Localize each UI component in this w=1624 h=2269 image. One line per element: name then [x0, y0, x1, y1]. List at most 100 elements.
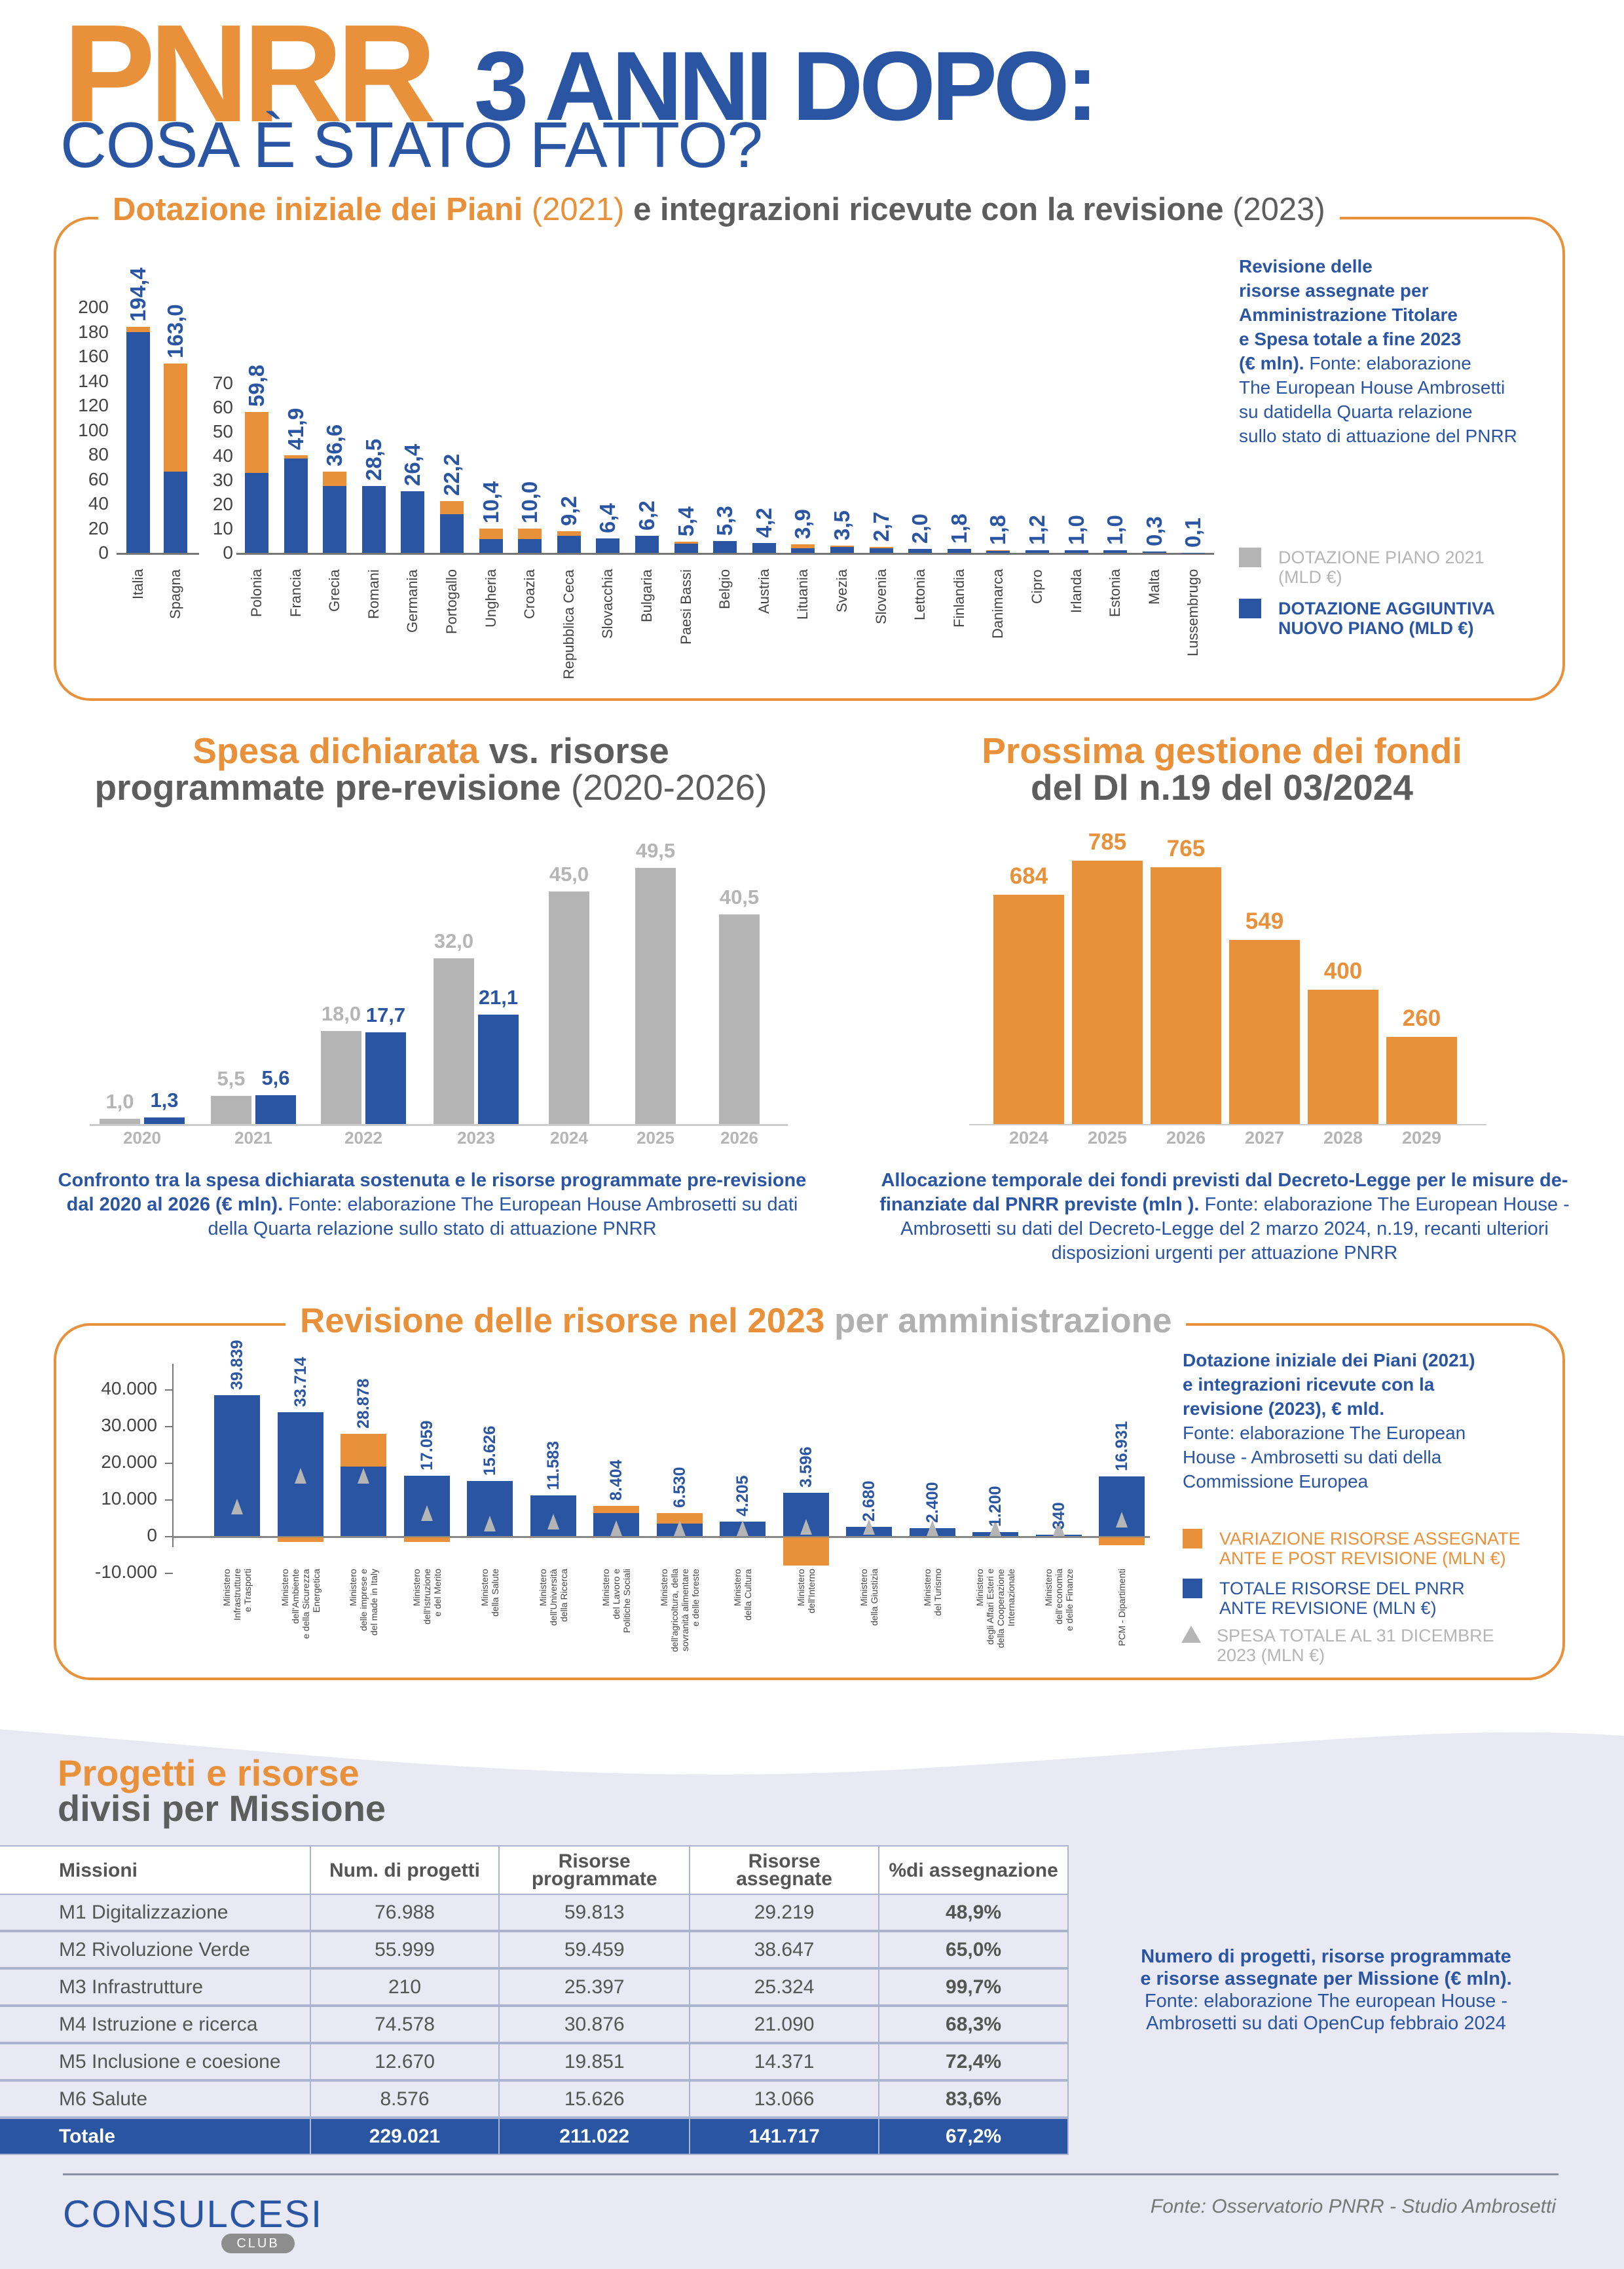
table-cell: 55.999: [309, 1930, 500, 1970]
title-main: 3 ANNI DOPO:: [474, 31, 1099, 141]
bar-label-dichiarata: 21,1: [478, 986, 519, 1009]
bar-base: [245, 472, 268, 553]
spesa-marker: [863, 1518, 875, 1535]
bar-label-programmate: 32,0: [434, 929, 474, 953]
y-tick-label: 40: [88, 493, 109, 514]
bar-base: [1142, 552, 1166, 553]
heading-part: Revisione delle risorse nel 2023: [300, 1302, 825, 1340]
bar-programmate: [719, 914, 760, 1124]
heading-part: e integrazioni ricevute con la revisione: [633, 192, 1224, 227]
bar-base: [752, 542, 776, 553]
bar-label-programmate: 49,5: [635, 838, 676, 862]
title-part: vs. risorse: [479, 730, 669, 771]
y-tick-label: 0: [223, 542, 233, 563]
y-tick-label: 20: [212, 494, 233, 514]
spesa-marker: [420, 1505, 433, 1522]
footer-divider: [63, 2173, 1559, 2175]
bar-dichiarata: [478, 1015, 519, 1124]
heading-part: per amministrazione: [824, 1302, 1172, 1340]
bar-value-label: 8.404: [607, 1459, 625, 1501]
spesa-marker: [926, 1520, 938, 1536]
bar-programmate: [549, 891, 589, 1124]
bar-base: [869, 548, 893, 553]
spesa-marker: [294, 1468, 306, 1484]
legend-swatch: [1239, 599, 1261, 618]
y-tick-label: 40: [212, 445, 233, 466]
spesa-marker: [231, 1498, 243, 1514]
table-cell: 25.324: [689, 1968, 880, 2007]
bar-base: [713, 540, 737, 553]
missions-title: Progetti e risorse divisi per Missione: [58, 1752, 386, 1829]
bar-base: [518, 538, 542, 553]
table-total-row: Totale 229.021 211.022 141.717 67,2%: [0, 2117, 1069, 2155]
bar-programmate: [635, 867, 676, 1124]
table-cell: 21.090: [689, 2005, 880, 2044]
ministry-label: PCM - Dipartimenti: [1116, 1569, 1127, 1647]
bar-base: [361, 486, 386, 553]
tick-mark: [165, 1536, 173, 1537]
legend-label: TOTALE RISORSE DEL PNRR ANTE REVISIONE (…: [1219, 1579, 1465, 1618]
spesa-marker: [484, 1516, 496, 1532]
assignment-pct: 99,7%: [878, 1968, 1069, 2007]
assignment-pct: 67,2%: [878, 2117, 1069, 2155]
ministry-label: Ministero della Salute: [479, 1569, 500, 1617]
bar-variazione: [341, 1433, 386, 1467]
y-tick-label: 70: [212, 373, 233, 393]
caption-text: Fonte: elaborazione The european House -…: [1144, 1991, 1508, 2034]
axis-line: [173, 1536, 1150, 1538]
bar-addition: [479, 529, 503, 539]
ministry-label: Ministero della Giustizia: [858, 1569, 879, 1626]
bar-addition: [674, 542, 698, 544]
mission-name: M2 Rivoluzione Verde: [0, 1930, 311, 1970]
assignment-pct: 48,9%: [878, 1894, 1069, 1932]
bar-addition: [830, 545, 854, 547]
year-label: 2025: [1087, 1128, 1128, 1148]
heading-part: (2021): [531, 192, 625, 227]
column-header: Risorse assegnate: [689, 1845, 880, 1895]
spesa-chart: 1,0 1,3 2020 5,5 5,6 2021 18,0 17,7 2022 32,0 21,1…: [0, 0, 851, 1179]
spesa-marker: [1052, 1520, 1065, 1536]
table-cell: 25.397: [498, 1968, 691, 2007]
axis-line: [236, 553, 1214, 555]
bar-base: [284, 458, 308, 553]
assignment-pct: 83,6%: [878, 2080, 1069, 2119]
table-row: M6 Salute 8.576 15.626 13.066 83,6%: [0, 2080, 1069, 2119]
ministry-label: Ministero dell'agricoltura, della sovran…: [658, 1569, 701, 1653]
axis-line: [969, 1124, 1486, 1125]
year-label: 2024: [550, 1128, 588, 1148]
year-label: 2029: [1401, 1128, 1442, 1148]
bar-value-label: 340: [1049, 1502, 1068, 1530]
bar-label-programmate: 18,0: [321, 1002, 361, 1025]
bar-base: [986, 550, 1010, 553]
table-cell: 13.066: [689, 2080, 880, 2119]
bar-label-dichiarata: 1,3: [150, 1088, 179, 1112]
bar-value-label: 1.200: [986, 1486, 1005, 1528]
missions-table: Missioni Num. di progetti Risorse progra…: [0, 1845, 1069, 2155]
year-label: 2028: [1323, 1128, 1363, 1148]
bar-addition: [126, 327, 150, 332]
tick-mark: [165, 1499, 173, 1501]
caption-bold: Allocazione temporale dei fondi previsti…: [879, 1170, 1568, 1215]
mission-name: M6 Salute: [0, 2080, 311, 2119]
title-part: Progetti e risorse: [58, 1752, 360, 1793]
title-part: divisi per Missione: [58, 1788, 386, 1829]
mission-name: M4 Istruzione e ricerca: [0, 2005, 311, 2044]
bar-variazione: [593, 1506, 639, 1514]
bar-label-dichiarata: 5,6: [261, 1066, 290, 1089]
title-part: del Dl n.19 del 03/2024: [1031, 767, 1413, 808]
title-part: Spesa dichiarata: [193, 730, 479, 771]
legend-label: SPESA TOTALE AL 31 DICEMBRE 2023 (MLN €): [1217, 1626, 1494, 1665]
title-pnrr: PNRR: [63, 0, 437, 151]
year-label: 2025: [637, 1128, 674, 1148]
bar-addition: [869, 547, 893, 549]
bar-addition: [557, 531, 581, 536]
legend-item-dotazione-aggiuntiva: DOTAZIONE AGGIUNTIVA NUOVO PIANO (MLD €): [1239, 599, 1495, 638]
legend-swatch: [1239, 548, 1261, 567]
bar-label-dichiarata: 17,7: [365, 1003, 406, 1027]
ministry-label: Ministero delle imprese e del made in It…: [348, 1569, 379, 1636]
bar-value-label: 17.059: [417, 1420, 436, 1471]
bar-label-programmate: 1,0: [105, 1090, 134, 1114]
axis-line: [90, 1124, 788, 1126]
legend-label: VARIAZIONE RISORSE ASSEGNATE ANTE E POST…: [1219, 1529, 1521, 1568]
bar-programmate: [321, 1030, 361, 1124]
